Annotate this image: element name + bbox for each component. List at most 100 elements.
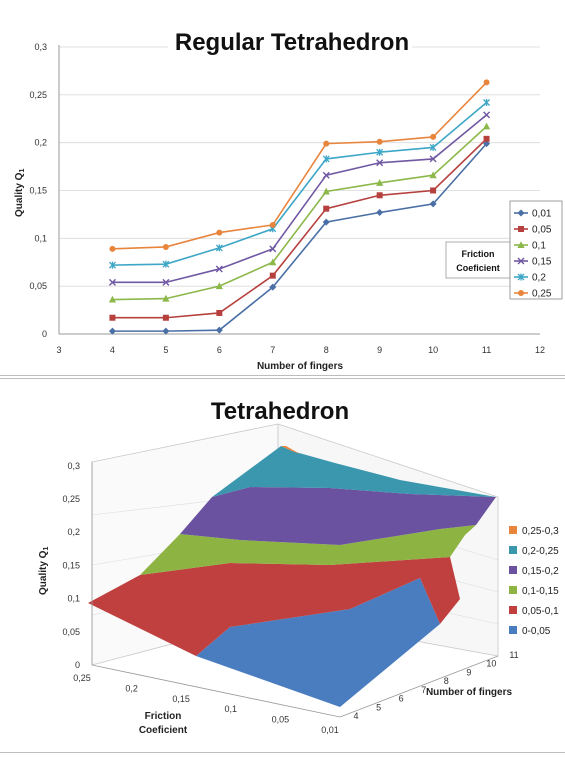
legend: 0,25-0,3 0,2-0,25 0,15-0,2 0,1-0,15 0,05-0,1… — [509, 526, 559, 637]
friction-tick-label: 0,1 — [225, 704, 238, 714]
data-point — [215, 326, 223, 334]
legend-label: 0,2 — [532, 273, 546, 284]
data-point — [322, 171, 330, 179]
legend-swatch — [509, 586, 517, 594]
legend-item: 0,05 — [514, 225, 552, 236]
data-point — [376, 179, 384, 186]
series-0-1 — [108, 122, 491, 303]
surface-band-0-25-0-3 — [281, 446, 300, 454]
y-tick-label: 0 — [42, 329, 47, 339]
finger-tick-label: 4 — [353, 711, 358, 721]
floor-axes — [91, 462, 499, 718]
data-point — [215, 265, 223, 273]
legend-label: 0,2-0,25 — [522, 546, 559, 557]
x-tick-label: 7 — [270, 345, 275, 355]
data-point — [216, 309, 223, 316]
data-point — [429, 143, 437, 151]
line-chart-panel: 0 0,05 0,1 0,15 0,2 0,25 0,3 3 4 5 6 7 8 9 10 11 12 Reg… — [0, 0, 565, 376]
friction-tick-label: 0,01 — [321, 725, 339, 735]
x-tick-label: 4 — [110, 345, 115, 355]
legend-item: 0,1 — [514, 241, 546, 252]
data-point — [162, 260, 170, 268]
legend-marker — [517, 273, 525, 281]
title-background — [168, 27, 412, 57]
data-point — [430, 133, 437, 140]
legend-title-line1: Friction — [462, 249, 495, 259]
data-point — [376, 192, 383, 199]
finger-tick-label: 5 — [376, 702, 381, 712]
friction-tick-label: 0,2 — [125, 683, 138, 693]
series-line — [112, 138, 488, 319]
y-axis-label: Quality Q1 — [14, 169, 26, 217]
x-axis-label: Number of fingers — [257, 361, 344, 372]
legend-label: 0,25-0,3 — [522, 526, 559, 537]
z-tick-label: 0,1 — [67, 594, 80, 604]
legend-swatch — [509, 546, 517, 554]
legend-title-line2: Coeficient — [456, 263, 500, 273]
z-tick-label: 0 — [75, 660, 80, 670]
x-tick-label: 11 — [482, 345, 491, 355]
y-tick-label: 0,3 — [34, 42, 47, 52]
surface — [88, 446, 496, 707]
legend-swatch — [509, 526, 517, 534]
series-0-25 — [109, 79, 490, 252]
surface-chart: Tetrahedron 00,050,10,150,20 — [38, 398, 559, 736]
data-point — [376, 138, 383, 145]
series-group — [108, 79, 491, 335]
series-0-05 — [109, 135, 490, 321]
legend-marker — [518, 226, 524, 232]
surface-chart-panel: Tetrahedron 0 0,05 0,1 0,15 0,2 0 — [0, 378, 565, 753]
y-tick-label: 0,25 — [29, 90, 47, 100]
surface-band-0-05-0-1 — [88, 557, 460, 656]
finger-tick-label: 7 — [421, 685, 426, 695]
data-point — [322, 218, 330, 226]
x-tick-label: 9 — [377, 345, 382, 355]
data-point — [108, 261, 116, 269]
data-point — [162, 314, 169, 321]
legend-label: 0-0,05 — [522, 626, 551, 637]
friction-axis-label-line1: Friction — [145, 711, 182, 722]
legend-label: 0,1-0,15 — [522, 586, 559, 597]
legend-swatch — [509, 606, 517, 614]
z-tick-label: 0,05 — [62, 627, 80, 637]
legend-label: 0,01 — [532, 209, 552, 220]
series-line — [112, 114, 488, 284]
data-point — [483, 140, 491, 148]
surface-band-0-1-0-15 — [140, 525, 476, 575]
finger-tick-label: 6 — [399, 694, 404, 704]
legend-item: 0,25-0,3 — [509, 526, 559, 537]
z-tick-label: 0,15 — [62, 560, 80, 570]
data-point — [323, 140, 330, 147]
data-point — [269, 221, 276, 228]
legend-item: 0,01 — [514, 209, 552, 220]
legend-item: 0,15-0,2 — [509, 566, 559, 577]
legend: 0,01 0,05 0,1 0,15 0,2 0,25 — [514, 209, 552, 300]
legend-box — [509, 200, 563, 300]
legend-label: 0,1 — [532, 241, 546, 252]
legend-swatch — [509, 566, 517, 574]
friction-tick-labels: 0,25 0,2 0,15 0,1 0,05 0,01 — [73, 673, 339, 735]
surface-band-0-2-0-25 — [212, 446, 496, 497]
legend-swatch — [509, 626, 517, 634]
finger-tick-label: 11 — [509, 650, 518, 660]
chart-title: Tetrahedron — [211, 398, 349, 425]
series-line — [112, 101, 488, 266]
legend-item: 0-0,05 — [509, 626, 551, 637]
data-point — [429, 171, 437, 179]
data-point — [162, 327, 170, 335]
data-point — [108, 278, 116, 286]
data-point — [216, 229, 223, 236]
x-tick-label: 8 — [324, 345, 329, 355]
data-point — [162, 278, 170, 286]
data-point — [269, 283, 277, 291]
x-tick-label: 3 — [56, 345, 61, 355]
legend-label: 0,05-0,1 — [522, 606, 559, 617]
legend-item: 0,15 — [514, 257, 552, 268]
x-tick-label: 6 — [217, 345, 222, 355]
fingers-axis-label: Number of fingers — [426, 687, 513, 698]
legend-item: 0,05-0,1 — [509, 606, 559, 617]
legend-marker — [518, 290, 524, 296]
series-0-01 — [108, 140, 491, 335]
legend-marker — [517, 209, 525, 217]
chart-title: Regular Tetrahedron — [175, 29, 409, 56]
